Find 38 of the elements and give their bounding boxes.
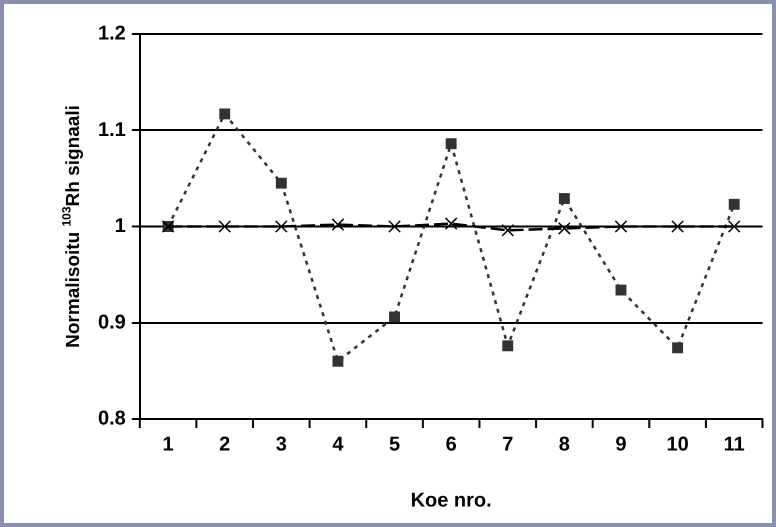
x-tick-label: 3 xyxy=(276,434,287,456)
y-axis-title: Normalisoitu 103Rh signaali xyxy=(60,105,84,348)
y-tick-label: 0.9 xyxy=(98,311,126,334)
x-tick-label: 9 xyxy=(615,434,627,456)
y-tick-label: 1.2 xyxy=(98,22,126,45)
point xyxy=(444,217,458,230)
x-tick-label: 7 xyxy=(502,434,514,456)
point xyxy=(389,312,400,322)
point xyxy=(558,222,571,235)
x-tick-label: 11 xyxy=(724,434,745,456)
x-tick-label: 6 xyxy=(446,434,457,456)
point xyxy=(274,220,288,233)
x-axis-title: Koe nro. xyxy=(410,490,492,512)
point xyxy=(276,178,287,189)
point xyxy=(616,284,626,296)
point xyxy=(219,108,230,120)
point xyxy=(446,138,457,150)
point xyxy=(502,340,514,352)
point xyxy=(388,220,401,233)
point xyxy=(614,220,628,233)
point xyxy=(501,224,514,237)
point xyxy=(728,198,740,210)
point xyxy=(671,220,684,233)
y-tick-label: 0.8 xyxy=(98,408,126,430)
point xyxy=(332,356,344,367)
point xyxy=(218,220,232,233)
y-tick-label: 1.1 xyxy=(98,118,126,141)
point xyxy=(728,220,741,233)
x-tick-label: 5 xyxy=(388,434,400,456)
x-tick-label: 8 xyxy=(558,434,570,456)
y-tick-label: 1 xyxy=(114,215,126,238)
x-tick-label: 4 xyxy=(332,434,344,456)
x-tick-label: 10 xyxy=(666,434,689,456)
point xyxy=(558,193,570,204)
x-tick-label: 2 xyxy=(219,434,230,456)
x-tick-label: 1 xyxy=(162,434,174,456)
point xyxy=(672,342,684,354)
point xyxy=(332,218,344,231)
